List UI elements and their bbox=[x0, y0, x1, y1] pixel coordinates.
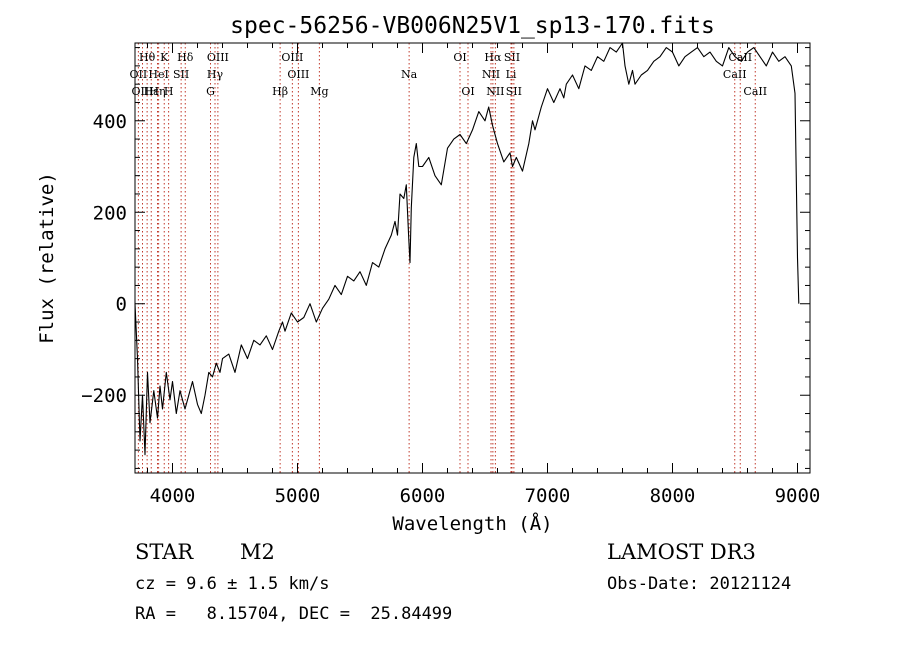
line-label: Hα bbox=[484, 51, 502, 64]
line-label: Na bbox=[401, 68, 418, 81]
line-label: Hβ bbox=[272, 85, 288, 98]
x-tick-label: 4000 bbox=[150, 485, 196, 507]
line-label: OIII bbox=[207, 51, 229, 64]
line-label: Mg bbox=[310, 85, 328, 98]
y-tick-label: −200 bbox=[81, 385, 127, 407]
x-tick-label: 8000 bbox=[650, 485, 696, 507]
line-label: HeI bbox=[148, 68, 168, 81]
y-tick-label: 0 bbox=[116, 294, 127, 316]
y-axis-title: Flux (relative) bbox=[36, 172, 58, 344]
line-label: OIII bbox=[131, 85, 153, 98]
line-label: NII bbox=[486, 85, 504, 98]
line-label: NII bbox=[482, 68, 500, 81]
line-label: Hη bbox=[149, 85, 165, 98]
y-tick-label: 200 bbox=[93, 202, 127, 224]
line-label: OI bbox=[453, 51, 466, 64]
plot-axes: 4000 5000 6000 7000 8000 9000 −200 0 200 400 bbox=[81, 42, 821, 507]
x-tick-label: 6000 bbox=[400, 485, 446, 507]
sky-coordinates: RA = 8.15704, DEC = 25.84499 bbox=[135, 604, 453, 624]
line-label: Hε bbox=[144, 85, 160, 98]
chart-title: spec-56256-VB006N25V1_sp13-170.fits bbox=[230, 13, 715, 39]
line-label: SII bbox=[504, 51, 520, 64]
line-label: K bbox=[160, 51, 169, 64]
x-tick-label: 9000 bbox=[775, 485, 821, 507]
line-label: Hδ bbox=[177, 51, 194, 64]
object-subclass: M2 bbox=[240, 540, 275, 564]
observation-date: Obs-Date: 20121124 bbox=[607, 574, 792, 594]
x-tick-label: 5000 bbox=[275, 485, 321, 507]
line-label: OI bbox=[461, 85, 474, 98]
line-label: OIII bbox=[281, 51, 303, 64]
spectrum-series bbox=[134, 42, 800, 456]
plot-frame bbox=[134, 42, 811, 474]
line-label: G bbox=[206, 85, 215, 98]
x-axis-title: Wavelength (Å) bbox=[392, 512, 552, 535]
line-label: CaII bbox=[743, 85, 767, 98]
spectrum-line bbox=[134, 42, 800, 456]
line-label: Hγ bbox=[207, 68, 224, 81]
line-label: SII bbox=[173, 68, 189, 81]
x-tick-label: 7000 bbox=[525, 485, 571, 507]
y-tick-label: 400 bbox=[93, 111, 127, 133]
line-label: SII bbox=[506, 85, 522, 98]
redshift-cz: cz = 9.6 ± 1.5 km/s bbox=[135, 574, 330, 594]
line-label: CaII bbox=[723, 68, 747, 81]
survey-name: LAMOST DR3 bbox=[607, 540, 756, 564]
line-label: OIII bbox=[287, 68, 309, 81]
line-label: Hθ bbox=[139, 51, 156, 64]
line-label: Li bbox=[506, 68, 517, 81]
line-label: OII bbox=[130, 68, 148, 81]
line-label: H bbox=[164, 85, 174, 98]
object-class: STAR bbox=[135, 540, 194, 564]
